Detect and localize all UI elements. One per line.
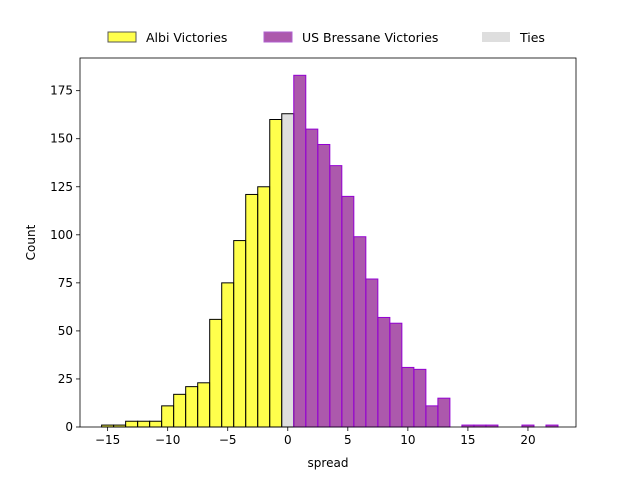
x-tick-label: −10 [155, 433, 180, 447]
bar-albi-victories-6 [173, 393, 187, 428]
x-tick-label: 10 [400, 433, 415, 447]
x-tick-label: 20 [520, 433, 535, 447]
bar-albi-victories-9 [209, 318, 223, 428]
y-axis-label: Count [24, 224, 38, 260]
bar-albi-victories-8 [197, 382, 211, 428]
bar-albi-victories-12 [245, 193, 259, 428]
bar-us-bressane-victories-10 [413, 368, 427, 428]
bar-albi-victories-14 [269, 119, 283, 428]
legend-label: Ties [519, 30, 545, 45]
bar-albi-victories-5 [161, 405, 175, 428]
y-tick-label: 100 [50, 228, 73, 242]
bar-albi-victories-3 [137, 420, 151, 428]
bar-us-bressane-victories-11 [425, 405, 439, 428]
bars-layer [101, 74, 559, 428]
bar-us-bressane-victories-2 [317, 143, 331, 428]
bar-us-bressane-victories-7 [377, 316, 391, 428]
bar-us-bressane-victories-8 [389, 322, 403, 428]
y-tick-label: 50 [58, 324, 73, 338]
bar-us-bressane-victories-12 [437, 397, 451, 428]
x-axis-label: spread [308, 456, 349, 470]
x-tick-label: −5 [219, 433, 237, 447]
y-tick-label: 125 [50, 180, 73, 194]
y-tick-label: 150 [50, 132, 73, 146]
legend-swatch [107, 31, 137, 43]
bar-us-bressane-victories-3 [329, 165, 343, 428]
legend-label: Albi Victories [146, 30, 227, 45]
x-axis-ticks: −15 −10 −5 0 5 10 15 20 [95, 427, 536, 447]
legend-swatch [482, 32, 510, 42]
y-tick-label: 0 [65, 420, 73, 434]
y-axis-ticks: 0 25 50 75 100 125 150 175 [50, 84, 80, 434]
x-tick-label: 15 [460, 433, 475, 447]
bar-albi-victories-13 [257, 186, 271, 428]
bar-us-bressane-victories-4 [341, 195, 355, 428]
bar-ties-0 [281, 113, 295, 428]
bar-albi-victories-2 [125, 420, 139, 428]
x-tick-label: −15 [95, 433, 120, 447]
legend-swatch [263, 31, 293, 43]
bar-albi-victories-11 [233, 240, 247, 428]
bar-albi-victories-10 [221, 282, 235, 428]
x-tick-label: 5 [344, 433, 352, 447]
bar-albi-victories-4 [149, 420, 163, 428]
y-tick-label: 25 [58, 372, 73, 386]
bar-us-bressane-victories-0 [293, 74, 307, 428]
bar-albi-victories-7 [185, 386, 199, 428]
bar-us-bressane-victories-5 [353, 236, 367, 428]
bar-us-bressane-victories-6 [365, 278, 379, 428]
plot-frame [79, 57, 577, 428]
legend-label: US Bressane Victories [302, 30, 438, 45]
legend: Albi Victories US Bressane Victories Ties [107, 30, 545, 45]
x-tick-label: 0 [284, 433, 292, 447]
y-tick-label: 175 [50, 84, 73, 98]
y-tick-label: 75 [58, 276, 73, 290]
bar-us-bressane-victories-1 [305, 128, 319, 428]
bar-us-bressane-victories-9 [401, 366, 415, 428]
